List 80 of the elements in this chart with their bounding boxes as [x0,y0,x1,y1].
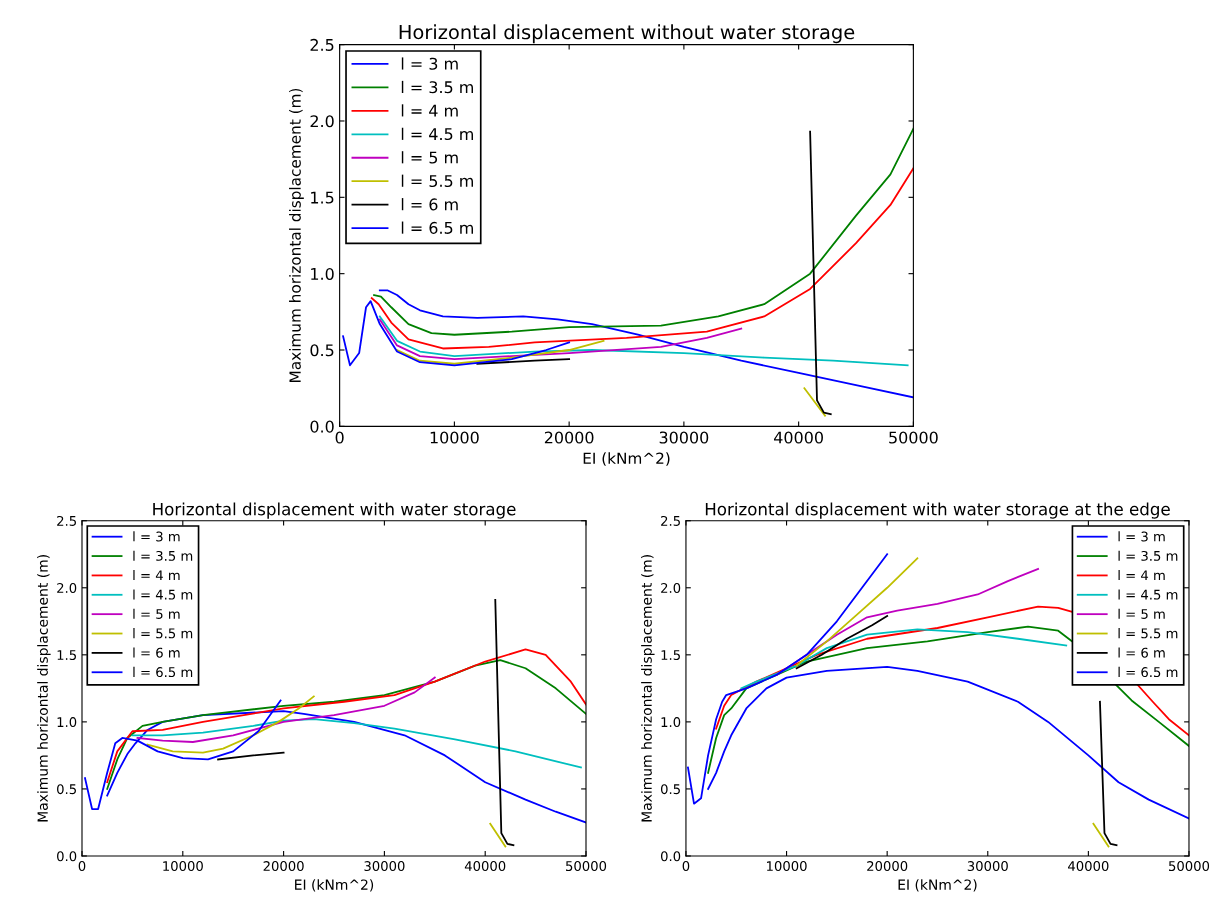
x-tick-label: 30000 [364,861,405,872]
x-tick-label: 20000 [544,431,594,444]
legend-label: l = 4.5 m [1118,589,1178,600]
x-tick-label: 0 [335,431,344,444]
legend-label: l = 6 m [1118,647,1165,658]
legend-label: l = 4 m [133,570,180,581]
line-series [378,318,743,361]
legend-label: l = 6.5 m [1118,666,1178,678]
legend-label: l = 6 m [401,198,458,211]
legend-label: l = 4 m [401,104,458,117]
legend-label: l = 4 m [1118,570,1165,581]
y-tick-label: 1.0 [57,717,77,728]
x-tick-label: 50000 [1169,861,1210,872]
chart-title: Horizontal displacement with water storage [153,502,516,519]
legend-label: l = 5.5 m [401,174,473,187]
legend-label: l = 3 m [133,531,180,542]
legend-label: l = 5.5 m [1118,628,1178,639]
y-tick-label: 1.5 [311,191,334,204]
line-series [378,289,914,399]
x-tick-label: 30000 [967,861,1008,872]
line-series [378,315,909,367]
legend-label: l = 3.5 m [401,80,473,94]
y-tick-label: 2.0 [310,115,334,128]
line-series [342,300,571,367]
chart-title: Horizontal displacement with water storage at the edge [705,502,1170,519]
y-tick-label: 0.0 [660,851,681,862]
y-tick-label: 2.5 [57,515,76,526]
y-axis-title: Maximum horizontal displacement (m) [289,88,304,382]
legend-label: l = 5 m [1118,608,1165,619]
y-tick-label: 2.5 [661,515,680,526]
y-tick-label: 1.0 [311,267,334,280]
x-tick-label: 10000 [430,431,479,444]
x-tick-label: 50000 [566,861,607,872]
y-tick-label: 1.0 [661,717,681,728]
x-tick-label: 10000 [767,861,807,872]
y-tick-label: 0.5 [57,784,76,795]
legend-label: l = 5 m [401,151,458,164]
x-tick-label: 20000 [263,861,304,872]
x-tick-label: 30000 [659,431,709,444]
x-tick-label: 40000 [774,431,823,444]
line-series [740,628,1068,690]
legend-label: l = 4.5 m [401,127,473,141]
x-tick-label: 50000 [889,431,938,444]
legend-label: l = 3 m [401,57,458,70]
y-tick-label: 0.0 [57,851,77,862]
x-axis-title: EI (kNm^2) [898,879,977,892]
x-tick-label: 0 [78,861,86,872]
legend-label: l = 3.5 m [133,550,193,561]
x-axis-title: EI (kNm^2) [583,452,670,466]
legend-label: l = 4.5 m [133,589,193,600]
legend-label: l = 5 m [133,608,180,619]
chart-title: Horizontal displacement without water storage [399,24,855,44]
y-axis-title: Maximum horizontal displacement (m) [641,555,655,822]
line-series [131,718,582,769]
legend-label: l = 6.5 m [401,221,473,234]
y-tick-label: 0.5 [660,784,680,795]
line-series [136,676,436,743]
y-tick-label: 1.5 [661,650,680,661]
y-tick-label: 1.5 [57,650,76,661]
x-tick-label: 40000 [464,861,506,872]
line-series [707,665,1189,820]
x-tick-label: 40000 [1068,861,1109,872]
line-series [687,553,889,805]
y-axis-title: Maximum horizontal displacement (m) [37,555,51,822]
y-tick-label: 0.0 [310,420,334,433]
legend-label: l = 3 m [1118,531,1165,542]
line-series [373,127,914,336]
y-tick-label: 2.5 [310,38,334,51]
line-series [370,167,914,350]
legend-label: l = 3.5 m [1118,550,1178,561]
legend-label: l = 5.5 m [133,628,193,639]
y-tick-label: 0.5 [310,344,334,357]
x-axis-title: EI (kNm^2) [295,879,374,892]
y-tick-label: 2.0 [57,583,77,593]
x-tick-label: 20000 [867,861,908,872]
legend-label: l = 6.5 m [133,666,193,678]
y-tick-label: 2.0 [661,583,681,593]
x-tick-label: 10000 [163,861,203,872]
x-tick-label: 0 [682,861,690,872]
legend-label: l = 6 m [133,647,180,658]
